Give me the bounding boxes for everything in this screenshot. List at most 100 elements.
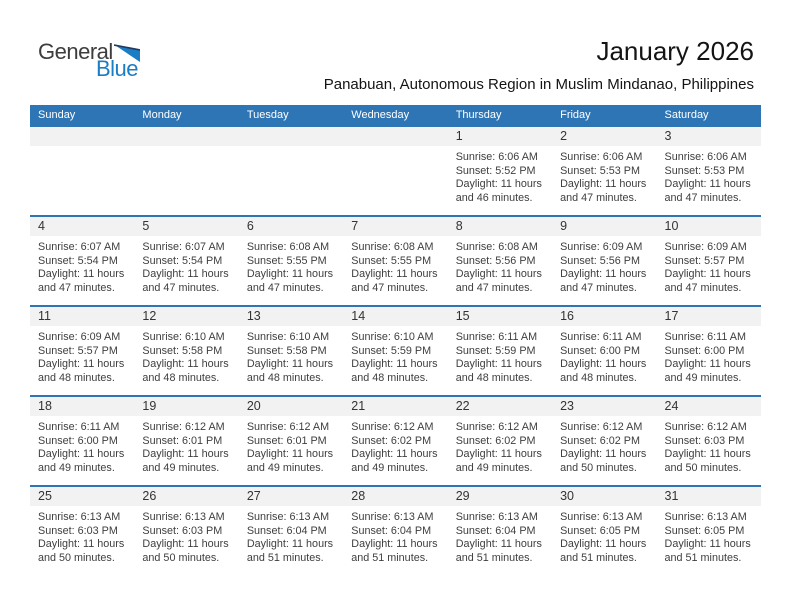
daylight-text: Daylight: 11 hours: [142, 538, 229, 550]
sun-times: Sunrise: 6:12 AM Sunset: 6:02 PM Daylight:…: [552, 416, 656, 475]
sunset-text: Sunset: 6:03 PM: [664, 434, 745, 447]
sunrise-text: Sunrise: 6:13 AM: [664, 511, 747, 523]
week-row: 4 Sunrise: 6:07 AM Sunset: 5:54 PM Daylight…: [30, 215, 761, 305]
day-number: [343, 127, 448, 146]
day-number: 6: [238, 217, 344, 236]
sun-times: Sunrise: 6:12 AM Sunset: 6:01 PM Daylight:…: [239, 416, 343, 475]
weekday-label-tuesday: Tuesday: [246, 109, 289, 121]
logo-text-blue: Blue: [95, 56, 139, 81]
calendar: Sunday Monday Tuesday Wednesday Thursday Frid…: [30, 105, 761, 575]
calendar-cell-day-3: 3 Sunrise: 6:06 AM Sunset: 5:53 PM Daylight…: [656, 127, 761, 215]
sunset-text: Sunset: 5:59 PM: [351, 344, 432, 357]
day-number: 11: [30, 307, 135, 326]
sunset-text: Sunset: 5:57 PM: [38, 344, 118, 357]
sun-times: Sunrise: 6:06 AM Sunset: 5:53 PM Daylight:…: [552, 146, 656, 205]
calendar-cell-day-28: 28 Sunrise: 6:13 AM Sunset: 6:04 PM Dayligh…: [343, 487, 448, 575]
calendar-cell-day-15: 15 Sunrise: 6:11 AM Sunset: 5:59 PM Dayligh…: [447, 307, 553, 395]
sunset-text: Sunset: 6:04 PM: [455, 524, 536, 537]
sun-times: Sunrise: 6:13 AM Sunset: 6:04 PM Daylight:…: [343, 506, 447, 565]
daylight-text-cont: and 49 minutes.: [664, 371, 742, 384]
day-number: 10: [656, 217, 761, 236]
weekday-header-row: Sunday Monday Tuesday Wednesday Thursday Frid…: [30, 105, 761, 125]
daylight-text-cont: and 48 minutes.: [351, 371, 429, 384]
sunrise-text: Sunrise: 6:12 AM: [455, 421, 538, 433]
sunset-text: Sunset: 6:03 PM: [142, 524, 223, 537]
sunset-text: Sunset: 5:52 PM: [455, 164, 536, 177]
week-row: 18 Sunrise: 6:11 AM Sunset: 6:00 PM Dayligh…: [30, 395, 761, 485]
day-number: 27: [238, 487, 344, 506]
day-number: 13: [238, 307, 344, 326]
daylight-text-cont: and 48 minutes.: [246, 371, 324, 384]
daylight-text-cont: and 51 minutes.: [351, 551, 429, 564]
daylight-text-cont: and 49 minutes.: [142, 461, 220, 474]
day-number: 18: [30, 397, 135, 416]
sunrise-text: Sunrise: 6:10 AM: [351, 331, 434, 343]
day-number: 20: [238, 397, 344, 416]
sunrise-text: Sunrise: 6:12 AM: [560, 421, 643, 433]
daylight-text-cont: and 47 minutes.: [560, 191, 637, 204]
sunset-text: Sunset: 6:01 PM: [142, 434, 223, 447]
sunrise-text: Sunrise: 6:10 AM: [246, 331, 330, 343]
daylight-text-cont: and 47 minutes.: [246, 281, 324, 294]
sun-times: Sunrise: 6:08 AM Sunset: 5:55 PM Daylight:…: [343, 236, 447, 295]
sunset-text: Sunset: 6:04 PM: [351, 524, 432, 537]
sun-times: Sunrise: 6:11 AM Sunset: 6:00 PM Daylight:…: [552, 326, 656, 385]
sunset-text: Sunset: 6:00 PM: [38, 434, 118, 447]
daylight-text: Daylight: 11 hours: [351, 538, 438, 550]
calendar-cell-day-25: 25 Sunrise: 6:13 AM Sunset: 6:03 PM Dayligh…: [30, 487, 135, 575]
sunset-text: Sunset: 5:59 PM: [455, 344, 536, 357]
daylight-text-cont: and 47 minutes.: [664, 281, 742, 294]
daylight-text: Daylight: 11 hours: [455, 538, 542, 550]
daylight-text: Daylight: 11 hours: [455, 178, 542, 190]
daylight-text-cont: and 49 minutes.: [351, 461, 429, 474]
calendar-cell-day-13: 13 Sunrise: 6:10 AM Sunset: 5:58 PM Dayligh…: [238, 307, 344, 395]
calendar-cell-day-11: 11 Sunrise: 6:09 AM Sunset: 5:57 PM Dayligh…: [30, 307, 135, 395]
calendar-cell-day-10: 10 Sunrise: 6:09 AM Sunset: 5:57 PM Dayligh…: [656, 217, 761, 305]
sunrise-text: Sunrise: 6:12 AM: [246, 421, 330, 433]
calendar-cell-day-20: 20 Sunrise: 6:12 AM Sunset: 6:01 PM Dayligh…: [238, 397, 344, 485]
sun-times: Sunrise: 6:06 AM Sunset: 5:53 PM Daylight:…: [657, 146, 761, 205]
week-row: 25 Sunrise: 6:13 AM Sunset: 6:03 PM Dayligh…: [30, 485, 761, 575]
day-number: 21: [343, 397, 448, 416]
daylight-text: Daylight: 11 hours: [38, 358, 125, 370]
sun-times: Sunrise: 6:11 AM Sunset: 5:59 PM Daylight:…: [448, 326, 552, 385]
daylight-text-cont: and 48 minutes.: [560, 371, 637, 384]
sunset-text: Sunset: 6:01 PM: [246, 434, 327, 447]
sunrise-text: Sunrise: 6:13 AM: [560, 511, 643, 523]
weekday-label-saturday: Saturday: [664, 109, 709, 121]
sunrise-text: Sunrise: 6:08 AM: [455, 241, 538, 253]
sun-times: Sunrise: 6:13 AM Sunset: 6:05 PM Daylight:…: [657, 506, 761, 565]
sun-times: Sunrise: 6:07 AM Sunset: 5:54 PM Daylight:…: [30, 236, 134, 295]
calendar-cell-day-17: 17 Sunrise: 6:11 AM Sunset: 6:00 PM Dayligh…: [656, 307, 761, 395]
daylight-text-cont: and 47 minutes.: [142, 281, 220, 294]
sunset-text: Sunset: 5:58 PM: [246, 344, 327, 357]
sunset-text: Sunset: 6:05 PM: [664, 524, 745, 537]
calendar-cell-day-9: 9 Sunrise: 6:09 AM Sunset: 5:56 PM Daylight…: [552, 217, 657, 305]
sunrise-text: Sunrise: 6:12 AM: [351, 421, 434, 433]
calendar-cell-day-2: 2 Sunrise: 6:06 AM Sunset: 5:53 PM Daylight…: [552, 127, 657, 215]
daylight-text-cont: and 50 minutes.: [664, 461, 742, 474]
daylight-text: Daylight: 11 hours: [142, 358, 229, 370]
day-number: [30, 127, 135, 146]
weekday-label-monday: Monday: [142, 109, 182, 121]
daylight-text-cont: and 49 minutes.: [246, 461, 324, 474]
week-row: 11 Sunrise: 6:09 AM Sunset: 5:57 PM Dayligh…: [30, 305, 761, 395]
calendar-cell-empty: [343, 127, 448, 215]
sun-times: Sunrise: 6:11 AM Sunset: 6:00 PM Daylight:…: [30, 416, 134, 475]
day-number: 14: [343, 307, 448, 326]
day-number: 31: [656, 487, 761, 506]
sunset-text: Sunset: 6:00 PM: [664, 344, 745, 357]
daylight-text-cont: and 48 minutes.: [142, 371, 220, 384]
daylight-text: Daylight: 11 hours: [664, 538, 751, 550]
calendar-cell-day-14: 14 Sunrise: 6:10 AM Sunset: 5:59 PM Dayligh…: [343, 307, 448, 395]
sunset-text: Sunset: 5:54 PM: [142, 254, 223, 267]
daylight-text: Daylight: 11 hours: [246, 448, 334, 460]
day-number: 7: [343, 217, 448, 236]
daylight-text-cont: and 47 minutes.: [351, 281, 429, 294]
sunrise-text: Sunrise: 6:13 AM: [246, 511, 330, 523]
calendar-cell-day-26: 26 Sunrise: 6:13 AM Sunset: 6:03 PM Dayligh…: [134, 487, 239, 575]
sun-times: Sunrise: 6:13 AM Sunset: 6:03 PM Daylight:…: [134, 506, 238, 565]
sunset-text: Sunset: 6:04 PM: [246, 524, 327, 537]
day-number: 1: [447, 127, 553, 146]
